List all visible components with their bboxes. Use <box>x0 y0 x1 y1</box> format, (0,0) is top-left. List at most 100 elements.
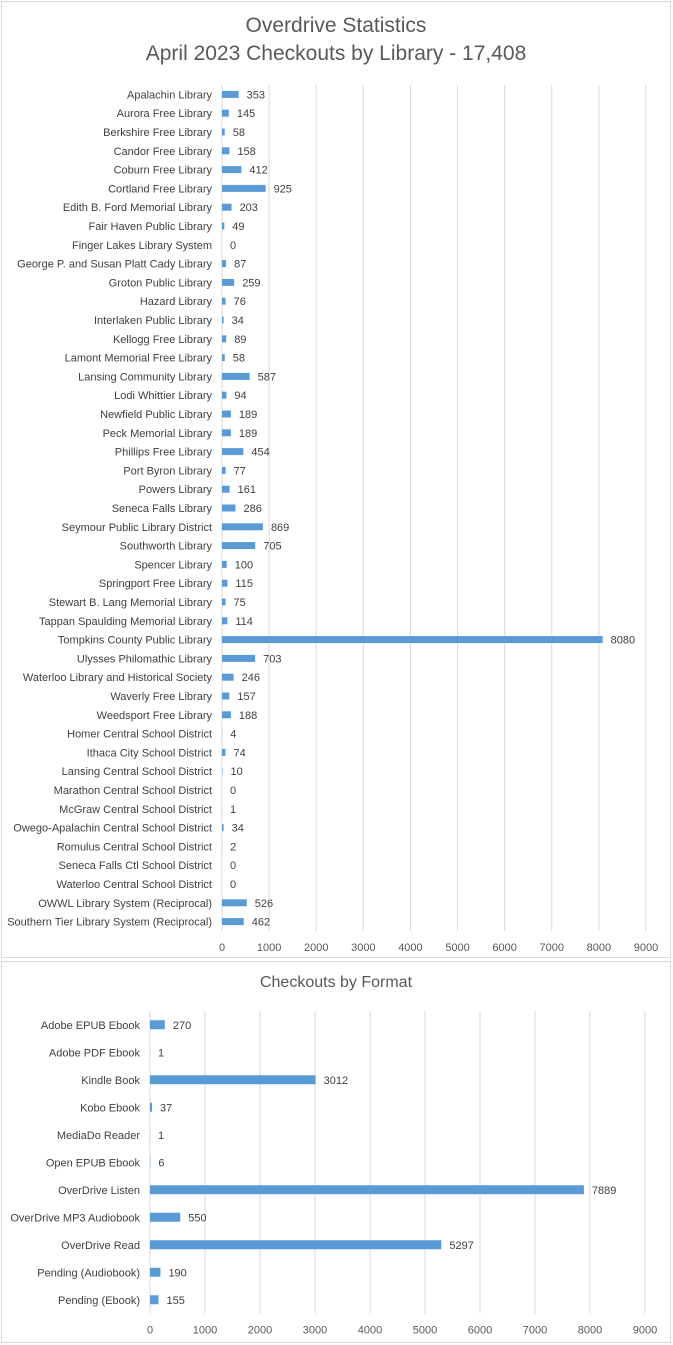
value-label: 34 <box>232 315 244 327</box>
value-label: 259 <box>242 277 260 289</box>
bar <box>222 297 226 305</box>
bar <box>222 711 231 719</box>
category-label: Ithaca City School District <box>87 747 212 759</box>
value-label: 100 <box>235 559 253 571</box>
value-label: 10 <box>230 766 242 778</box>
bar <box>222 899 247 907</box>
value-label: 155 <box>167 1295 185 1307</box>
x-tick-label: 4000 <box>398 942 422 954</box>
x-tick-label: 8000 <box>587 942 611 954</box>
value-label: 114 <box>235 616 253 628</box>
x-tick-label: 4000 <box>358 1325 382 1337</box>
category-label: Marathon Central School District <box>54 785 212 797</box>
bar <box>150 1075 316 1085</box>
value-label: 74 <box>233 747 245 759</box>
value-label: 412 <box>249 165 267 177</box>
category-label: Phillips Free Library <box>115 447 213 459</box>
category-label: Tappan Spaulding Memorial Library <box>39 616 213 628</box>
x-tick-label: 9000 <box>634 942 658 954</box>
value-label: 6 <box>158 1157 164 1169</box>
value-label: 7889 <box>592 1185 616 1197</box>
value-label: 3012 <box>324 1075 348 1087</box>
bar <box>222 673 234 681</box>
value-label: 353 <box>247 89 265 101</box>
value-label: 0 <box>230 240 236 252</box>
category-label: Kellogg Free Library <box>113 334 213 346</box>
x-tick-label: 9000 <box>633 1325 657 1337</box>
value-label: 5297 <box>449 1240 473 1252</box>
value-label: 203 <box>240 202 258 214</box>
bar <box>222 485 230 493</box>
value-label: 77 <box>234 465 246 477</box>
category-label: Waterloo Central School District <box>57 879 212 891</box>
value-label: 705 <box>263 541 281 553</box>
bar <box>222 128 225 136</box>
category-label: Homer Central School District <box>67 729 212 741</box>
value-label: 115 <box>235 578 253 590</box>
bar <box>222 354 225 362</box>
category-label: Fair Haven Public Library <box>89 221 213 233</box>
value-label: 157 <box>237 691 255 703</box>
category-label: Newfield Public Library <box>100 409 212 421</box>
category-label: Pending (Ebook) <box>58 1295 140 1307</box>
category-label: Edith B. Ford Memorial Library <box>63 202 213 214</box>
bar <box>222 918 244 926</box>
format-chart-panel: Checkouts by Format Adobe EPUB Ebook 270 A… <box>1 961 671 1343</box>
category-label: Waterloo Library and Historical Society <box>23 672 213 684</box>
value-label: 189 <box>239 409 257 421</box>
category-label: OWWL Library System (Reciprocal) <box>38 898 212 910</box>
value-label: 34 <box>232 823 244 835</box>
value-label: 462 <box>252 917 270 929</box>
value-label: 190 <box>168 1267 186 1279</box>
value-label: 58 <box>233 127 245 139</box>
value-label: 270 <box>173 1020 191 1032</box>
value-label: 550 <box>188 1212 206 1224</box>
category-label: Waverly Free Library <box>110 691 212 703</box>
format-chart-title: Checkouts by Format <box>259 974 413 991</box>
value-label: 454 <box>251 447 269 459</box>
category-label: Apalachin Library <box>127 89 212 101</box>
bar <box>222 448 244 456</box>
bar <box>222 748 226 756</box>
bar <box>222 166 242 174</box>
category-label: Cortland Free Library <box>108 183 212 195</box>
value-label: 4 <box>230 729 236 741</box>
category-label: Pending (Audiobook) <box>37 1267 140 1279</box>
category-label: MediaDo Reader <box>57 1130 140 1142</box>
chart-title: Overdrive Statistics <box>245 14 427 37</box>
value-label: 89 <box>234 334 246 346</box>
value-label: 0 <box>230 860 236 872</box>
category-label: Berkshire Free Library <box>103 127 212 139</box>
value-label: 76 <box>234 296 246 308</box>
bar <box>222 598 226 606</box>
value-label: 869 <box>271 522 289 534</box>
value-label: 58 <box>233 353 245 365</box>
bar <box>222 523 263 531</box>
category-label: Spencer Library <box>134 559 212 571</box>
category-label: OverDrive Read <box>61 1240 140 1252</box>
bar <box>150 1020 165 1030</box>
bar <box>222 692 230 700</box>
x-tick-label: 7000 <box>523 1325 547 1337</box>
bar <box>222 90 239 98</box>
value-label: 0 <box>230 879 236 891</box>
bar <box>222 504 236 512</box>
category-label: Tompkins County Public Library <box>58 635 213 647</box>
category-label: Adobe EPUB Ebook <box>41 1020 141 1032</box>
x-tick-label: 1000 <box>257 942 281 954</box>
value-label: 49 <box>232 221 244 233</box>
bar <box>222 579 228 587</box>
bar <box>222 824 224 832</box>
chart-subtitle: April 2023 Checkouts by Library - 17,408 <box>145 42 527 65</box>
library-chart-panel: Overdrive Statistics April 2023 Checkout… <box>1 1 671 958</box>
bar <box>222 636 603 644</box>
value-label: 158 <box>237 146 255 158</box>
category-label: Southern Tier Library System (Reciprocal… <box>7 917 212 929</box>
value-label: 246 <box>242 672 260 684</box>
category-label: Lodi Whittier Library <box>114 390 212 402</box>
category-label: Port Byron Library <box>123 465 212 477</box>
value-label: 587 <box>258 371 276 383</box>
x-tick-label: 6000 <box>492 942 516 954</box>
category-label: Seneca Falls Library <box>112 503 213 515</box>
category-label: Romulus Central School District <box>57 841 212 853</box>
